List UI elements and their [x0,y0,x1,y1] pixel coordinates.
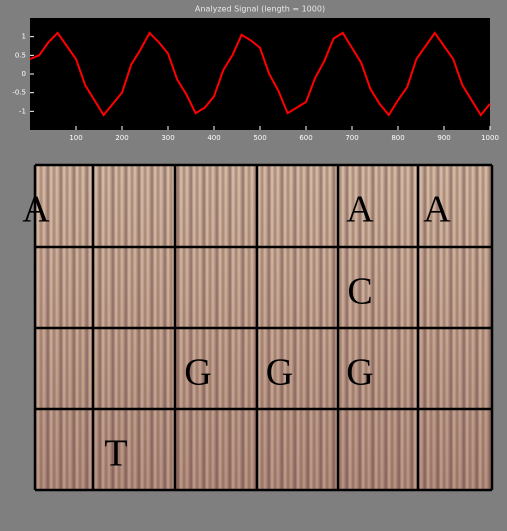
base-letter: A [346,189,374,231]
scalogram-grid: AAACGGGT [0,0,507,531]
base-letter: G [346,352,373,394]
base-letter: G [184,352,211,394]
figure: Analyzed Signal (length = 1000) 10.50-0.… [0,0,507,531]
base-letter: T [104,433,127,475]
base-letter: G [266,352,293,394]
base-letter: C [347,271,372,313]
base-letter: A [22,189,50,231]
base-letter: A [423,189,451,231]
